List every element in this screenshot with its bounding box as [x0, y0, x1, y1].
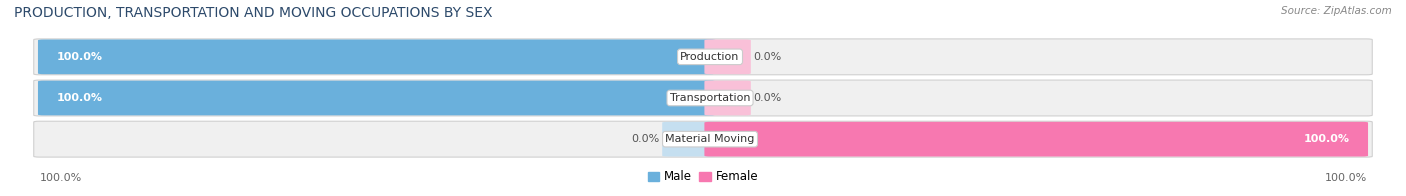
- Text: 0.0%: 0.0%: [754, 93, 782, 103]
- Text: 100.0%: 100.0%: [39, 173, 82, 183]
- Text: Transportation: Transportation: [669, 93, 751, 103]
- Text: 0.0%: 0.0%: [754, 52, 782, 62]
- Text: 100.0%: 100.0%: [1324, 173, 1367, 183]
- Text: PRODUCTION, TRANSPORTATION AND MOVING OCCUPATIONS BY SEX: PRODUCTION, TRANSPORTATION AND MOVING OC…: [14, 6, 492, 20]
- Text: Material Moving: Material Moving: [665, 134, 755, 144]
- Text: Production: Production: [681, 52, 740, 62]
- Text: Source: ZipAtlas.com: Source: ZipAtlas.com: [1281, 6, 1392, 16]
- Legend: Male, Female: Male, Female: [643, 166, 763, 188]
- Text: 100.0%: 100.0%: [1303, 134, 1350, 144]
- Text: 0.0%: 0.0%: [631, 134, 659, 144]
- Text: 100.0%: 100.0%: [56, 52, 103, 62]
- Text: 100.0%: 100.0%: [56, 93, 103, 103]
